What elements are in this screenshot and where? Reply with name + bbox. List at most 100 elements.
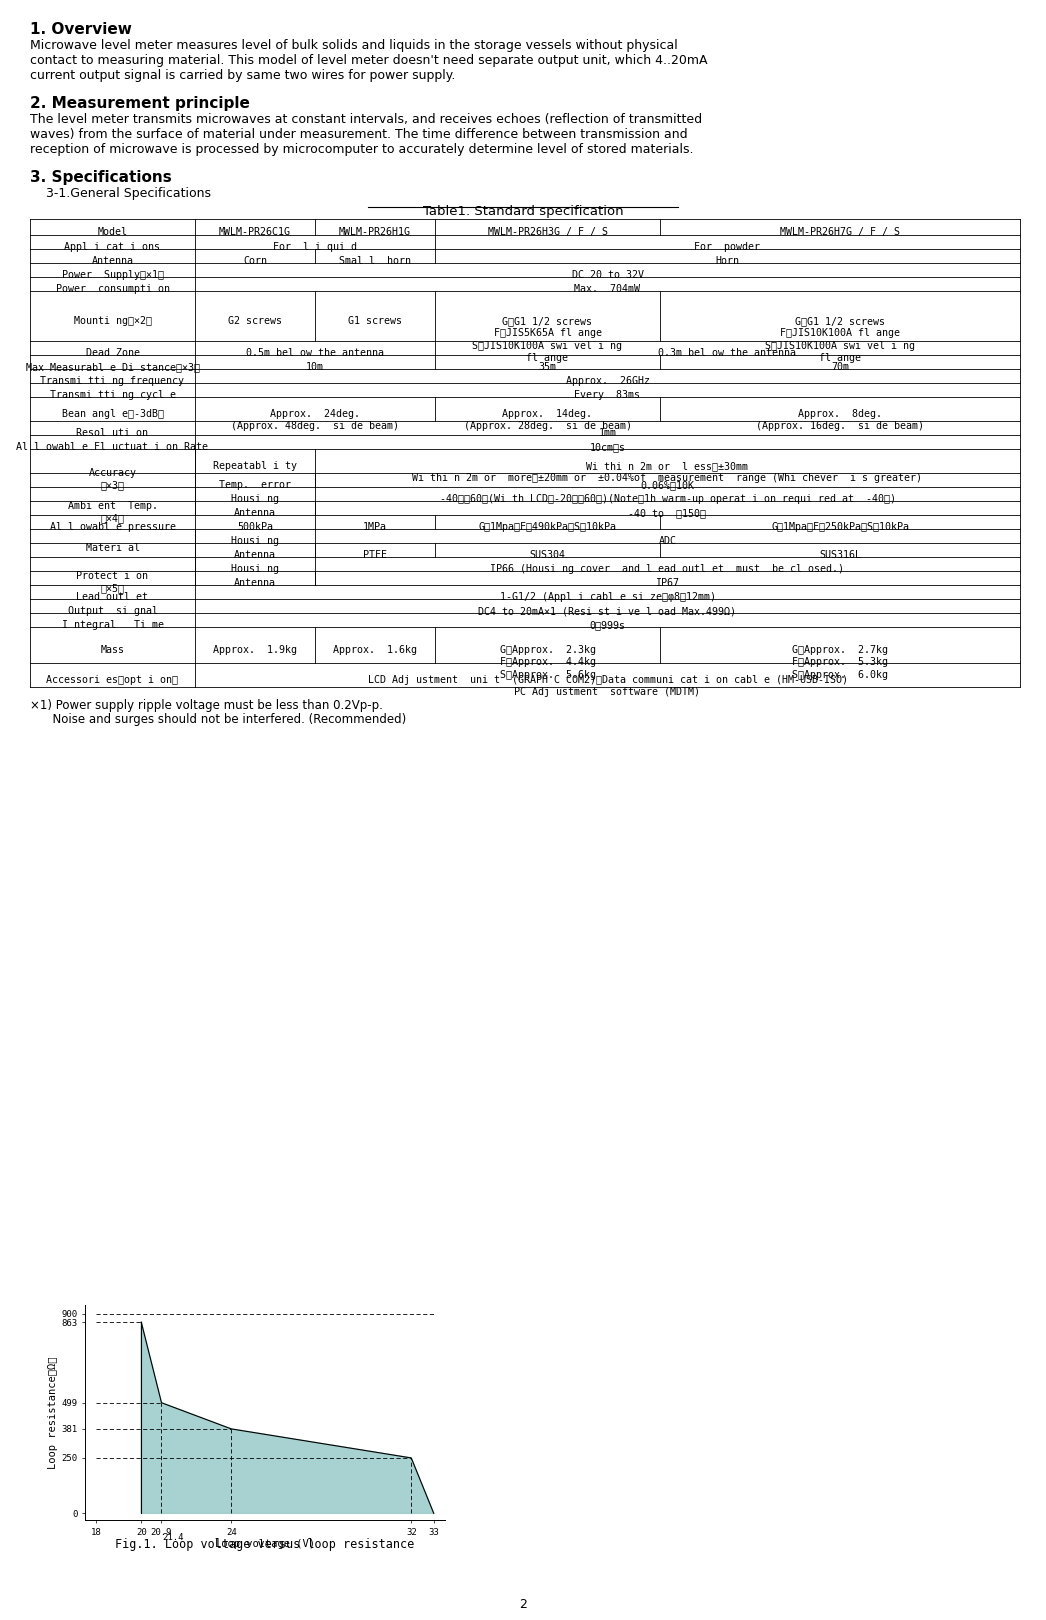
Text: MWLM-PR26C1G: MWLM-PR26C1G xyxy=(219,227,291,237)
Text: Fig.1. Loop voltage versus loop resistance: Fig.1. Loop voltage versus loop resistan… xyxy=(115,1537,414,1550)
Text: For  l i qui d: For l i qui d xyxy=(273,241,357,253)
Text: SUS316L: SUS316L xyxy=(819,551,861,561)
Text: Wi thi n 2m or  l ess：±30mm
Wi thi n 2m or  more：±20mm or  ±0.04%of  measurement: Wi thi n 2m or l ess：±30mm Wi thi n 2m o… xyxy=(412,462,923,483)
Text: 21.4: 21.4 xyxy=(162,1533,183,1542)
Polygon shape xyxy=(141,1322,434,1513)
Text: Approx.  8deg.
(Approx. 16deg.  si de beam): Approx. 8deg. (Approx. 16deg. si de beam… xyxy=(756,408,924,431)
Text: Mounti ng（×2）: Mounti ng（×2） xyxy=(73,316,152,326)
Text: Transmi tti ng frequency: Transmi tti ng frequency xyxy=(41,376,184,386)
Text: Approx.  1.6kg: Approx. 1.6kg xyxy=(333,645,417,654)
Text: G2 screws: G2 screws xyxy=(228,316,282,326)
Text: IP67: IP67 xyxy=(656,578,680,588)
Text: Table1. Standard specification: Table1. Standard specification xyxy=(423,206,623,219)
Text: 35m: 35m xyxy=(539,361,556,373)
Text: 70m: 70m xyxy=(831,361,849,373)
Text: 2: 2 xyxy=(519,1597,527,1610)
Text: Approx.  14deg.
(Approx. 28deg.  si de beam): Approx. 14deg. (Approx. 28deg. si de bea… xyxy=(463,408,632,431)
Text: Antenna: Antenna xyxy=(234,551,276,561)
Text: G：Approx.  2.7kg
F：Approx.  5.3kg
S：Approx.  6.0kg: G：Approx. 2.7kg F：Approx. 5.3kg S：Approx… xyxy=(792,645,888,680)
Text: Al l owabl e pressure: Al l owabl e pressure xyxy=(49,522,176,531)
Text: Max.  704mW: Max. 704mW xyxy=(574,284,640,293)
Text: 500kPa: 500kPa xyxy=(237,522,273,531)
Text: 10m: 10m xyxy=(306,361,324,373)
Text: Approx.  26GHz: Approx. 26GHz xyxy=(566,376,650,386)
Text: Accuracy
（×3）: Accuracy （×3） xyxy=(89,468,136,491)
Text: MWLM-PR26H7G / F / S: MWLM-PR26H7G / F / S xyxy=(780,227,900,237)
Text: 0～999s: 0～999s xyxy=(590,620,626,630)
Text: 3-1.General Specifications: 3-1.General Specifications xyxy=(30,186,211,199)
Text: Max Measurabl e Di stance（×3）: Max Measurabl e Di stance（×3） xyxy=(25,361,200,373)
Text: Lead outl et: Lead outl et xyxy=(76,591,149,603)
Text: Power  Supply（×1）: Power Supply（×1） xyxy=(62,271,163,280)
Text: G：Approx.  2.3kg
F：Approx.  4.4kg
S：Approx.  5.6kg: G：Approx. 2.3kg F：Approx. 4.4kg S：Approx… xyxy=(500,645,595,680)
Text: waves) from the surface of material under measurement. The time difference betwe: waves) from the surface of material unde… xyxy=(30,128,687,141)
Text: 0.5m bel ow the antenna: 0.5m bel ow the antenna xyxy=(246,348,384,358)
Text: Housi ng: Housi ng xyxy=(231,536,279,546)
Text: Output  si gnal: Output si gnal xyxy=(68,606,158,616)
Text: 1. Overview: 1. Overview xyxy=(30,23,132,37)
Text: 0.3m bel ow the antenna: 0.3m bel ow the antenna xyxy=(659,348,796,358)
Text: ADC: ADC xyxy=(659,536,677,546)
Text: Materi al: Materi al xyxy=(86,543,139,552)
Text: Housi ng: Housi ng xyxy=(231,564,279,573)
Text: For  powder: For powder xyxy=(695,241,760,253)
Polygon shape xyxy=(141,1322,434,1513)
Text: Protect i on
（×5）: Protect i on （×5） xyxy=(76,570,149,593)
Text: PTFE: PTFE xyxy=(363,551,387,561)
Text: 10cm／s: 10cm／s xyxy=(590,442,626,452)
Text: contact to measuring material. This model of level meter doesn't need separate o: contact to measuring material. This mode… xyxy=(30,53,707,66)
Text: DC 20 to 32V: DC 20 to 32V xyxy=(571,271,643,280)
Text: 0.06%／10K: 0.06%／10K xyxy=(640,480,695,489)
Text: Dead Zone: Dead Zone xyxy=(86,348,139,358)
Text: Antenna: Antenna xyxy=(234,578,276,588)
Text: Noise and surges should not be interfered. (Recommended): Noise and surges should not be interfere… xyxy=(30,713,406,726)
Text: Approx.  1.9kg: Approx. 1.9kg xyxy=(213,645,297,654)
Text: The level meter transmits microwaves at constant intervals, and receives echoes : The level meter transmits microwaves at … xyxy=(30,113,702,126)
Text: Smal l  horn: Smal l horn xyxy=(339,256,411,266)
Text: LCD Adj ustment  uni t  (GRAPH C COM2)、Data communi cat i on cabl e (HM-USB-ISO): LCD Adj ustment uni t (GRAPH C COM2)、Dat… xyxy=(367,676,847,697)
Text: Antenna: Antenna xyxy=(234,509,276,518)
Text: G：G1 1/2 screws
F：JIS10K100A fl ange
S：JIS10K100A swi vel i ng
fl ange: G：G1 1/2 screws F：JIS10K100A fl ange S：J… xyxy=(765,316,915,363)
Text: Al l owabl e Fl uctuat i on Rate: Al l owabl e Fl uctuat i on Rate xyxy=(17,442,208,452)
Text: Transmi tti ng cycl e: Transmi tti ng cycl e xyxy=(49,390,176,400)
Text: Repeatabl i ty: Repeatabl i ty xyxy=(213,462,297,471)
Text: MWLM-PR26H1G: MWLM-PR26H1G xyxy=(339,227,411,237)
Text: 1mm: 1mm xyxy=(598,428,616,437)
Text: Antenna: Antenna xyxy=(91,256,134,266)
Text: Microwave level meter measures level of bulk solids and liquids in the storage v: Microwave level meter measures level of … xyxy=(30,39,678,52)
Text: G：1Mpa，F：250kPa，S：10kPa: G：1Mpa，F：250kPa，S：10kPa xyxy=(771,522,909,531)
Text: Every  83ms: Every 83ms xyxy=(574,390,640,400)
Text: DC4 to 20mA×1 (Resi st i ve l oad Max.499Ω): DC4 to 20mA×1 (Resi st i ve l oad Max.49… xyxy=(478,606,736,616)
Text: reception of microwave is processed by microcomputer to accurately determine lev: reception of microwave is processed by m… xyxy=(30,143,693,156)
Text: Power  consumpti on: Power consumpti on xyxy=(55,284,169,293)
Text: Ambi ent  Temp.
（×4）: Ambi ent Temp. （×4） xyxy=(68,501,158,523)
Text: G：1Mpa，F：490kPa，S：10kPa: G：1Mpa，F：490kPa，S：10kPa xyxy=(478,522,616,531)
Text: Mass: Mass xyxy=(100,645,124,654)
Text: Resol uti on: Resol uti on xyxy=(76,428,149,437)
Text: Housi ng: Housi ng xyxy=(231,494,279,504)
Text: -40～＋60℃(Wi th LCD：-20～＋60℃)(Note：1h warm-up operat i on requi red at  -40℃): -40～＋60℃(Wi th LCD：-20～＋60℃)(Note：1h war… xyxy=(439,494,895,504)
Text: Accessori es（opt i on）: Accessori es（opt i on） xyxy=(46,676,179,685)
Text: Model: Model xyxy=(97,227,128,237)
Text: Bean angl e（-3dB）: Bean angl e（-3dB） xyxy=(62,408,163,420)
Text: G1 screws: G1 screws xyxy=(348,316,402,326)
Text: Corn: Corn xyxy=(243,256,267,266)
Text: -40 to  ＋150℃: -40 to ＋150℃ xyxy=(629,509,706,518)
X-axis label: Loop voltage (V): Loop voltage (V) xyxy=(215,1539,315,1549)
Text: 3. Specifications: 3. Specifications xyxy=(30,170,172,185)
Y-axis label: Loop resistance（Ω）: Loop resistance（Ω） xyxy=(48,1356,59,1469)
Text: SUS304: SUS304 xyxy=(529,551,566,561)
Text: Horn: Horn xyxy=(715,256,740,266)
Text: IP66 (Housi ng cover  and l ead outl et  must  be cl osed.): IP66 (Housi ng cover and l ead outl et m… xyxy=(491,564,844,573)
Text: 2. Measurement principle: 2. Measurement principle xyxy=(30,96,250,112)
Text: Approx.  24deg.
(Approx. 48deg.  si de beam): Approx. 24deg. (Approx. 48deg. si de bea… xyxy=(231,408,399,431)
Text: ×1) Power supply ripple voltage must be less than 0.2Vp-p.: ×1) Power supply ripple voltage must be … xyxy=(30,698,383,713)
Text: G：G1 1/2 screws
F：JIS5K65A fl ange
S：JIS10K100A swi vel i ng
fl ange: G：G1 1/2 screws F：JIS5K65A fl ange S：JIS… xyxy=(473,316,622,363)
Text: current output signal is carried by same two wires for power supply.: current output signal is carried by same… xyxy=(30,70,455,83)
Text: 1-G1/2 (Appl i cabl e si ze：φ8～12mm): 1-G1/2 (Appl i cabl e si ze：φ8～12mm) xyxy=(500,591,715,603)
Text: Temp.  error: Temp. error xyxy=(219,480,291,489)
Text: I ntegral   Ti me: I ntegral Ti me xyxy=(62,620,163,630)
Text: 1MPa: 1MPa xyxy=(363,522,387,531)
Text: MWLM-PR26H3G / F / S: MWLM-PR26H3G / F / S xyxy=(487,227,608,237)
Text: Appl i cat i ons: Appl i cat i ons xyxy=(65,241,160,253)
